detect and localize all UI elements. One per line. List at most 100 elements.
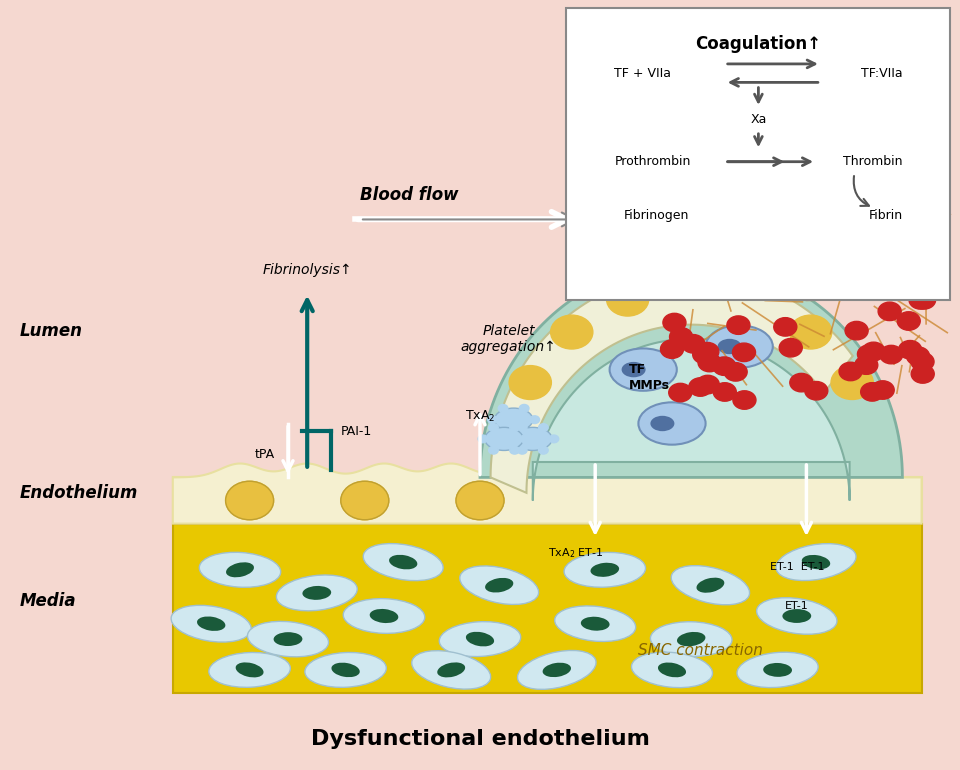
Ellipse shape [651,416,674,431]
Ellipse shape [248,621,328,657]
Ellipse shape [412,651,491,689]
Circle shape [727,239,750,258]
Circle shape [489,424,498,431]
Text: TxA$_2$: TxA$_2$ [465,408,495,424]
Circle shape [827,226,850,245]
Ellipse shape [622,362,645,377]
Ellipse shape [171,605,252,642]
Ellipse shape [542,663,571,677]
Ellipse shape [697,578,724,593]
Text: MMPs: MMPs [629,379,670,391]
Ellipse shape [610,349,677,391]
Text: Xa: Xa [750,113,767,126]
Circle shape [696,375,719,393]
Circle shape [724,363,747,381]
Ellipse shape [197,617,226,631]
Ellipse shape [274,632,302,646]
Ellipse shape [756,598,837,634]
Circle shape [519,404,529,412]
Ellipse shape [590,563,619,577]
Ellipse shape [200,552,280,588]
Text: tPA: tPA [254,448,275,460]
Circle shape [732,343,756,362]
Ellipse shape [581,617,610,631]
Circle shape [510,424,519,431]
Text: Fibrinogen: Fibrinogen [624,209,689,222]
Circle shape [841,169,864,187]
Ellipse shape [782,609,811,623]
Text: TxA$_2$ ET-1: TxA$_2$ ET-1 [548,547,604,561]
Circle shape [757,236,780,255]
Ellipse shape [671,566,750,604]
Text: Fibrin: Fibrin [868,209,902,222]
Circle shape [758,255,781,273]
Text: Platelet
aggregation↑: Platelet aggregation↑ [461,324,557,354]
Ellipse shape [485,427,523,450]
Ellipse shape [331,663,360,677]
Text: Dysfunctional endothelium: Dysfunctional endothelium [311,729,649,749]
Circle shape [899,340,922,359]
Ellipse shape [776,544,856,581]
Ellipse shape [763,663,792,677]
Ellipse shape [555,606,636,641]
Ellipse shape [370,609,398,623]
Circle shape [838,268,861,286]
Ellipse shape [517,651,596,689]
Ellipse shape [276,575,357,611]
Polygon shape [533,339,850,500]
Circle shape [682,334,705,353]
FancyBboxPatch shape [566,8,950,300]
Circle shape [824,190,847,209]
Circle shape [689,378,712,397]
Circle shape [839,362,862,380]
Ellipse shape [389,555,418,569]
Circle shape [660,340,684,358]
Circle shape [662,221,685,239]
Circle shape [539,447,548,454]
Ellipse shape [632,652,712,688]
Circle shape [916,190,939,209]
Circle shape [698,353,721,372]
Circle shape [693,345,716,363]
Circle shape [517,447,527,454]
Ellipse shape [437,662,466,678]
Text: SMC contraction: SMC contraction [638,643,763,658]
Circle shape [498,404,508,412]
Circle shape [722,263,745,282]
Circle shape [341,481,389,520]
Ellipse shape [677,632,706,646]
Text: Endothelium: Endothelium [19,484,137,502]
Text: ET-1: ET-1 [840,263,873,276]
Text: Thrombin: Thrombin [843,156,902,168]
Circle shape [787,229,810,247]
Circle shape [732,233,756,251]
Circle shape [520,435,530,443]
Circle shape [719,191,742,209]
Circle shape [913,290,936,309]
Ellipse shape [344,598,424,634]
Circle shape [871,381,894,400]
Circle shape [727,316,750,334]
Ellipse shape [466,632,494,646]
Circle shape [878,302,901,320]
FancyBboxPatch shape [173,477,922,524]
Circle shape [911,353,934,371]
Circle shape [804,381,828,400]
Ellipse shape [658,662,686,678]
Circle shape [743,179,766,198]
Circle shape [861,383,884,401]
Ellipse shape [305,652,386,688]
Circle shape [539,424,548,431]
Circle shape [488,416,497,424]
Circle shape [829,268,852,286]
Text: Prothrombin: Prothrombin [614,156,691,168]
Circle shape [509,366,551,400]
Ellipse shape [564,552,645,588]
Ellipse shape [651,621,732,657]
Circle shape [900,236,924,255]
Circle shape [478,435,488,443]
Text: TF: TF [629,363,646,376]
Circle shape [857,345,880,363]
Circle shape [507,435,516,443]
Ellipse shape [363,544,444,581]
